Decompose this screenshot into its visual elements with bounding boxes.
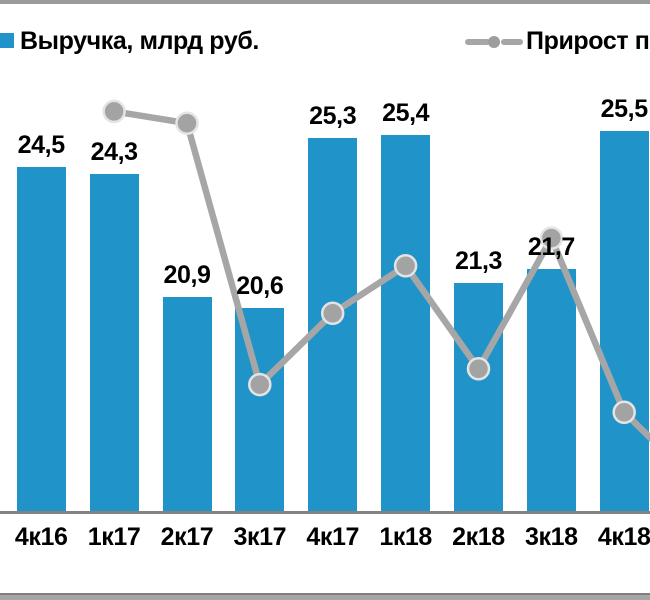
x-axis-label: 2к17: [160, 523, 214, 551]
x-axis-label: 1к17: [87, 523, 141, 551]
revenue-bar: [526, 268, 576, 511]
revenue-bar: [89, 174, 139, 511]
legend-line-icon: [465, 39, 490, 45]
revenue-bar: [454, 282, 503, 511]
growth-marker-icon: [102, 99, 126, 124]
bar-value-label: 21,7: [527, 232, 575, 261]
x-axis-label: 1к18: [379, 523, 432, 551]
x-axis-label: 3к18: [525, 523, 578, 551]
legend-line-icon: [501, 39, 523, 45]
x-axis-label: 3к17: [233, 523, 287, 551]
legend-label-growth: Прирост п: [526, 27, 650, 55]
bar-value-label: 24,3: [90, 138, 138, 167]
growth-marker-icon: [175, 111, 199, 135]
window-border-top: [0, 0, 650, 4]
revenue-bar: [308, 138, 358, 511]
x-axis-label: 4к18: [597, 523, 650, 551]
legend-swatch-revenue-icon: [0, 33, 14, 48]
legend-marker-icon: [488, 36, 500, 48]
revenue-bar: [381, 134, 431, 511]
bar-value-label: 25,4: [382, 98, 430, 127]
bar-value-label: 25,5: [600, 94, 648, 123]
revenue-bar: [162, 297, 212, 511]
x-axis-label: 2к18: [452, 523, 505, 551]
revenue-bar: [235, 308, 285, 511]
x-axis-label: 4к16: [14, 523, 68, 551]
x-axis-label: 4к17: [306, 523, 360, 551]
x-axis-line: [0, 511, 650, 514]
revenue-bar: [16, 167, 66, 511]
window-border-bottom: [0, 593, 650, 600]
bar-value-label: 24,5: [17, 131, 65, 160]
revenue-bar: [599, 130, 649, 511]
legend-label-revenue: Выручка, млрд руб.: [20, 27, 259, 55]
bar-value-label: 20,6: [236, 272, 284, 301]
